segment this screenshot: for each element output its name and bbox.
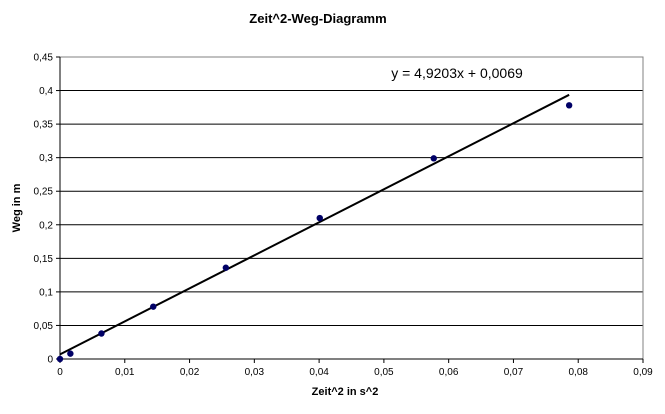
y-tick-label: 0,1 [39,287,53,298]
y-tick-label: 0,15 [34,254,54,265]
data-point [430,155,437,162]
data-point [150,303,157,310]
y-tick-label: 0,05 [34,321,54,332]
y-axis-title: Weg in m [11,183,23,232]
trendline-equation: y = 4,9203x + 0,0069 [391,65,523,81]
y-tick-label: 0 [47,355,53,366]
data-point [222,264,230,271]
x-tick-label: 0,05 [374,367,394,378]
data-point [565,102,573,109]
data-point [98,330,105,337]
x-axis-title: Zeit^2 in s^2 [312,386,379,398]
y-tick-label: 0,4 [39,86,53,97]
chart-title: Zeit^2-Weg-Diagramm [249,11,386,26]
y-tick-label: 0,3 [39,153,53,164]
x-tick-label: 0,08 [568,367,588,378]
data-point [67,350,74,357]
y-tick-label: 0,2 [39,220,53,231]
x-tick-labels: 0 0,01 0,02 0,03 0,04 0,05 0,06 0,07 0,08 0,09 [57,367,653,378]
x-tick-label: 0 [57,367,63,378]
data-point [56,355,64,363]
x-tick-label: 0,04 [309,367,329,378]
y-tick-label: 0,25 [34,187,54,198]
x-tick-label: 0,03 [245,367,265,378]
y-tick-label: 0,35 [34,120,54,131]
y-tick-labels: 0 0,05 0,1 0,15 0,2 0,25 0,3 0,35 0,4 0,45 [34,53,54,366]
data-point [316,214,323,222]
data-points [56,102,573,363]
x-tick-label: 0,01 [115,367,135,378]
x-tick-label: 0,07 [504,367,524,378]
trendline [59,93,570,356]
x-tick-label: 0,06 [439,367,459,378]
y-tick-label: 0,45 [34,53,54,64]
trendline-group [59,93,570,356]
x-tick-label: 0,09 [633,367,653,378]
x-tick-label: 0,02 [180,367,200,378]
